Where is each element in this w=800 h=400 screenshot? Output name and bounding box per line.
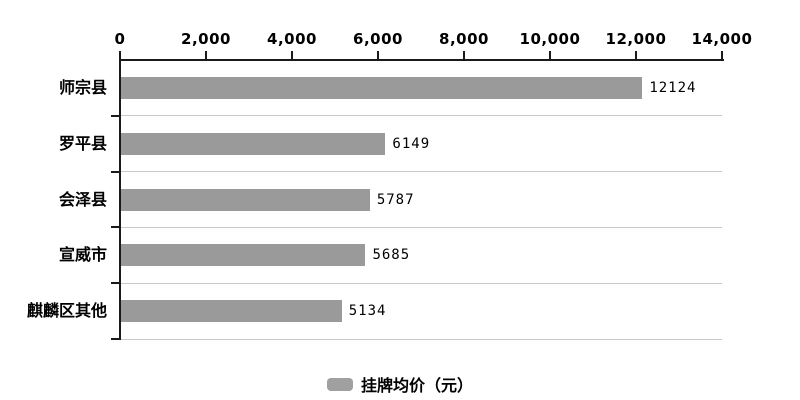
row-gridline bbox=[121, 115, 722, 117]
x-tick-label: 6,000 bbox=[353, 30, 403, 48]
category-label: 麒麟区其他 bbox=[26, 301, 107, 321]
x-tick bbox=[549, 51, 551, 59]
bar bbox=[121, 188, 370, 211]
x-tick bbox=[205, 51, 207, 59]
x-tick bbox=[291, 51, 293, 59]
y-tick bbox=[111, 226, 119, 229]
bar bbox=[121, 244, 366, 267]
row-gridline bbox=[121, 338, 722, 340]
bar bbox=[121, 300, 342, 323]
x-tick-label: 12,000 bbox=[605, 30, 667, 48]
bar bbox=[121, 76, 643, 99]
value-label: 5685 bbox=[372, 247, 411, 264]
value-label: 6149 bbox=[392, 135, 431, 152]
category-label: 师宗县 bbox=[58, 77, 107, 97]
row-gridline bbox=[121, 282, 722, 284]
x-tick-label: 10,000 bbox=[519, 30, 581, 48]
y-tick bbox=[111, 170, 119, 173]
value-label: 5787 bbox=[376, 191, 415, 208]
legend-label: 挂牌均价（元） bbox=[360, 376, 473, 395]
category-label: 会泽县 bbox=[58, 189, 107, 209]
x-tick bbox=[377, 51, 379, 59]
row-gridline bbox=[121, 171, 722, 173]
category-label: 宣威市 bbox=[58, 245, 107, 265]
x-tick-label: 8,000 bbox=[439, 30, 489, 48]
y-axis-line bbox=[119, 59, 121, 340]
legend-swatch bbox=[326, 377, 353, 391]
legend: 挂牌均价（元） bbox=[0, 372, 800, 396]
value-label: 12124 bbox=[649, 79, 697, 96]
y-tick bbox=[111, 338, 119, 340]
x-tick-label: 0 bbox=[114, 30, 126, 48]
x-tick bbox=[119, 51, 121, 59]
bar bbox=[121, 132, 386, 155]
x-tick bbox=[463, 51, 465, 59]
x-axis-line bbox=[120, 59, 724, 61]
y-tick bbox=[111, 282, 119, 285]
value-label: 5134 bbox=[348, 303, 387, 320]
x-tick-label: 4,000 bbox=[267, 30, 317, 48]
row-gridline bbox=[121, 226, 722, 228]
x-tick-label: 14,000 bbox=[691, 30, 753, 48]
category-label: 罗平县 bbox=[58, 133, 107, 153]
x-tick bbox=[721, 51, 723, 59]
x-tick-label: 2,000 bbox=[181, 30, 231, 48]
y-tick bbox=[111, 114, 119, 117]
x-tick bbox=[635, 51, 637, 59]
